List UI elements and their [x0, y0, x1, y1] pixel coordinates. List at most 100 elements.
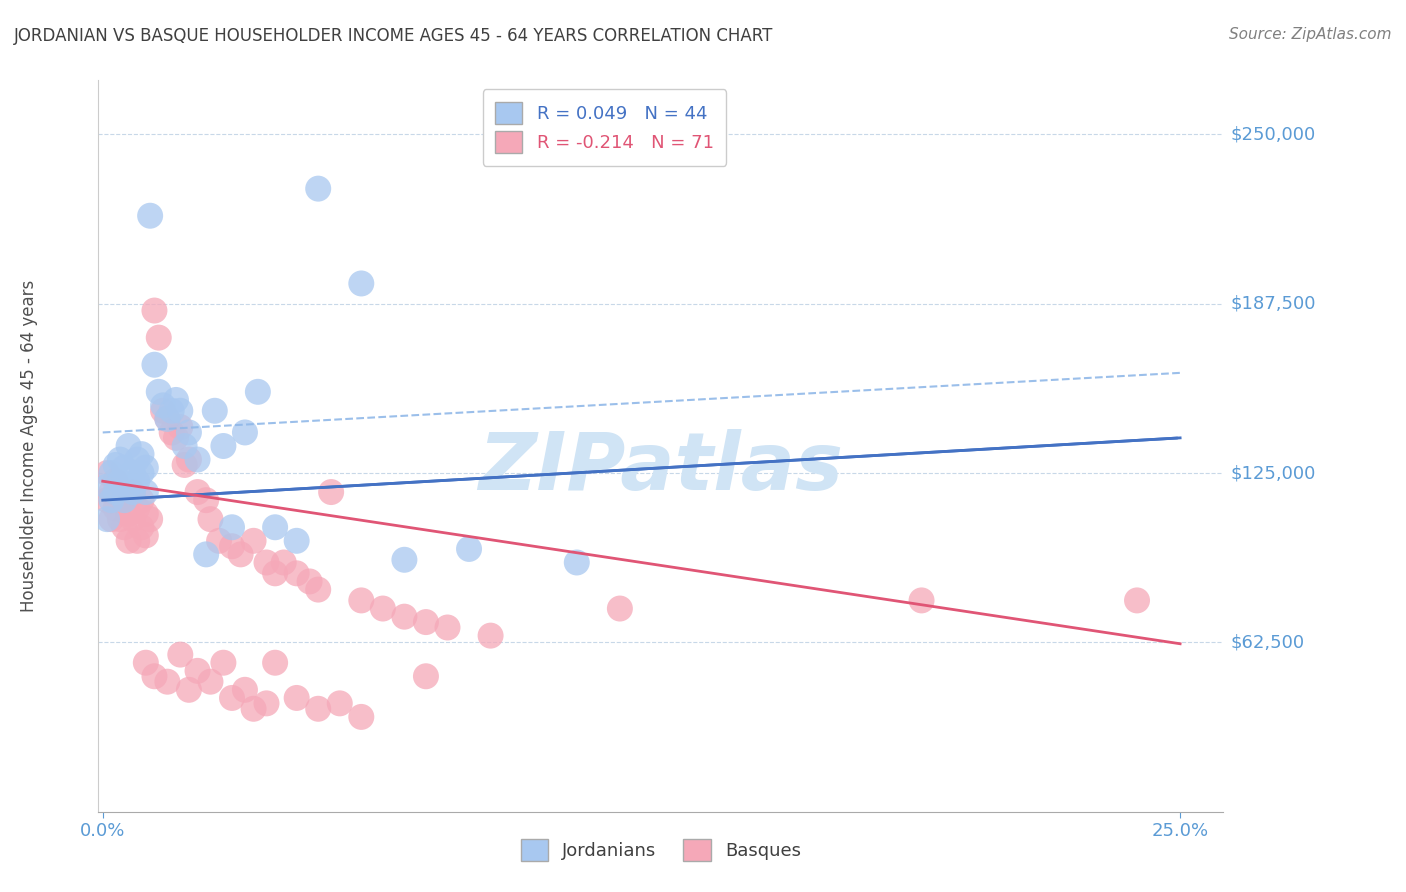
Point — [104, 458, 127, 472]
Point — [108, 485, 131, 500]
Point — [127, 533, 149, 548]
Point — [177, 682, 200, 697]
Text: $250,000: $250,000 — [1230, 126, 1316, 144]
Point — [96, 466, 118, 480]
Point — [169, 420, 191, 434]
Point — [112, 493, 135, 508]
Point — [436, 620, 458, 634]
Point — [112, 493, 135, 508]
Point — [246, 384, 269, 399]
Point — [131, 493, 153, 508]
Point — [1126, 593, 1149, 607]
Point — [233, 425, 256, 440]
Point — [264, 520, 287, 534]
Point — [285, 690, 308, 705]
Point — [96, 512, 118, 526]
Point — [135, 485, 157, 500]
Point — [221, 520, 243, 534]
Point — [208, 533, 231, 548]
Point — [112, 460, 135, 475]
Point — [117, 439, 139, 453]
Point — [104, 501, 127, 516]
Point — [242, 702, 264, 716]
Point — [108, 474, 131, 488]
Point — [100, 512, 122, 526]
Point — [307, 702, 329, 716]
Text: $62,500: $62,500 — [1230, 633, 1305, 651]
Point — [221, 539, 243, 553]
Point — [479, 629, 502, 643]
Point — [394, 609, 416, 624]
Text: $187,500: $187,500 — [1230, 294, 1316, 313]
Point — [371, 601, 394, 615]
Point — [321, 485, 343, 500]
Point — [104, 474, 127, 488]
Point — [143, 303, 166, 318]
Point — [117, 507, 139, 521]
Point — [127, 474, 149, 488]
Point — [122, 512, 145, 526]
Point — [242, 533, 264, 548]
Point — [350, 277, 373, 291]
Point — [298, 574, 321, 589]
Point — [212, 439, 235, 453]
Point — [186, 452, 208, 467]
Point — [156, 412, 179, 426]
Point — [160, 425, 183, 440]
Point — [165, 392, 187, 407]
Point — [156, 412, 179, 426]
Point — [415, 669, 437, 683]
Point — [307, 582, 329, 597]
Point — [135, 656, 157, 670]
Point — [100, 493, 122, 508]
Point — [156, 674, 179, 689]
Point — [131, 447, 153, 461]
Point — [96, 493, 118, 508]
Point — [350, 710, 373, 724]
Point — [131, 466, 153, 480]
Point — [177, 452, 200, 467]
Point — [264, 656, 287, 670]
Point — [139, 209, 162, 223]
Point — [117, 533, 139, 548]
Point — [122, 485, 145, 500]
Point — [256, 556, 278, 570]
Point — [186, 485, 208, 500]
Point — [221, 690, 243, 705]
Point — [104, 485, 127, 500]
Point — [131, 520, 153, 534]
Point — [200, 512, 222, 526]
Point — [195, 547, 218, 561]
Point — [285, 566, 308, 581]
Text: Householder Income Ages 45 - 64 years: Householder Income Ages 45 - 64 years — [20, 280, 38, 612]
Point — [143, 358, 166, 372]
Point — [135, 528, 157, 542]
Point — [152, 404, 174, 418]
Point — [264, 566, 287, 581]
Text: ZIPatlas: ZIPatlas — [478, 429, 844, 507]
Point — [173, 458, 195, 472]
Point — [139, 512, 162, 526]
Point — [169, 648, 191, 662]
Point — [200, 674, 222, 689]
Point — [127, 501, 149, 516]
Point — [910, 593, 932, 607]
Point — [135, 460, 157, 475]
Point — [96, 480, 118, 494]
Point — [135, 507, 157, 521]
Point — [127, 452, 149, 467]
Point — [329, 697, 352, 711]
Point — [256, 697, 278, 711]
Point — [177, 425, 200, 440]
Point — [169, 404, 191, 418]
Point — [212, 656, 235, 670]
Point — [285, 533, 308, 548]
Legend: Jordanians, Basques: Jordanians, Basques — [510, 829, 811, 872]
Point — [186, 664, 208, 678]
Point — [204, 404, 226, 418]
Point — [108, 512, 131, 526]
Point — [165, 431, 187, 445]
Point — [609, 601, 631, 615]
Point — [122, 485, 145, 500]
Point — [394, 553, 416, 567]
